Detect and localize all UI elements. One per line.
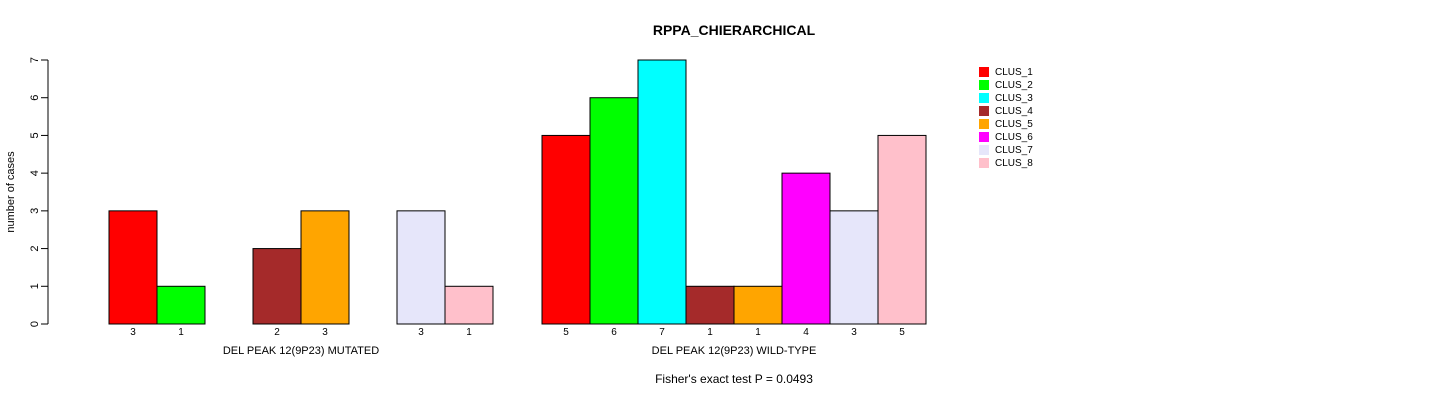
legend-swatch-clus_3	[979, 93, 989, 103]
legend-label-clus_3: CLUS_3	[995, 93, 1033, 104]
bars	[108, 59, 927, 325]
bar-value-label: 6	[611, 327, 617, 338]
bar-group2-clus_7	[829, 210, 879, 325]
legend-swatch-clus_6	[979, 132, 989, 142]
y-axis-tick-label: 0	[29, 321, 41, 327]
bar-value-label: 5	[899, 327, 905, 338]
bar-value-label: 3	[418, 327, 424, 338]
bar-value-label: 1	[466, 327, 472, 338]
group-label-wild-type: DEL PEAK 12(9P23) WILD-TYPE	[652, 345, 817, 357]
bar-value-label: 1	[755, 327, 761, 338]
bar-value-label: 3	[322, 327, 328, 338]
legend-label-clus_4: CLUS_4	[995, 106, 1033, 117]
bar-group2-clus_1	[541, 134, 591, 325]
legend-label-clus_6: CLUS_6	[995, 132, 1033, 143]
y-axis-tick-label: 2	[29, 246, 41, 252]
bar-value-label: 3	[130, 327, 136, 338]
legend-swatch-clus_8	[979, 158, 989, 168]
legend-swatch-clus_4	[979, 106, 989, 116]
bar-value-label: 3	[851, 327, 857, 338]
y-axis-tick-label: 3	[29, 208, 41, 214]
bar-group1-clus_8	[444, 285, 494, 325]
y-axis-tick-label: 7	[29, 57, 41, 63]
bar-group2-clus_5	[733, 285, 783, 325]
bar-value-label: 7	[659, 327, 665, 338]
bar-group2-clus_4	[685, 285, 735, 325]
bar-value-label: 4	[803, 327, 809, 338]
bar-value-label: 5	[563, 327, 569, 338]
fisher-test-text: Fisher's exact test P = 0.0493	[655, 372, 813, 386]
legend: CLUS_1 CLUS_2 CLUS_3 CLUS_4 CLUS_5 CLUS_6 CLUS…	[979, 67, 1033, 169]
legend-label-clus_2: CLUS_2	[995, 80, 1033, 91]
bar-group1-clus_1	[108, 210, 158, 325]
bar-group2-clus_8	[877, 134, 927, 325]
legend-swatch-clus_2	[979, 80, 989, 90]
bar-value-label: 1	[178, 327, 184, 338]
bar-group1-clus_2	[156, 285, 206, 325]
bar-group2-clus_6	[781, 172, 831, 325]
chart-title: RPPA_CHIERARCHICAL	[653, 22, 816, 38]
y-axis-tick-label: 1	[29, 283, 41, 289]
bar-group1-clus_7	[396, 210, 446, 325]
legend-swatch-clus_1	[979, 67, 989, 77]
y-axis-label: number of cases	[5, 151, 17, 233]
legend-label-clus_7: CLUS_7	[995, 145, 1033, 156]
legend-label-clus_8: CLUS_8	[995, 158, 1033, 169]
bar-group2-clus_2	[589, 97, 639, 325]
group-labels: DEL PEAK 12(9P23) MUTATED DEL PEAK 12(9P…	[223, 345, 816, 357]
legend-swatch-clus_7	[979, 145, 989, 155]
group-label-mutated: DEL PEAK 12(9P23) MUTATED	[223, 345, 379, 357]
y-axis-tick-label: 4	[29, 170, 41, 176]
legend-swatch-clus_5	[979, 119, 989, 129]
bar-group2-clus_3	[637, 59, 687, 325]
y-axis-tick-label: 5	[29, 132, 41, 138]
bar-value-label: 2	[274, 327, 280, 338]
y-axis-tick-label: 6	[29, 95, 41, 101]
bar-value-labels: 3 1 2 3 3 1 5 6 7 1 1 4 3 5	[130, 327, 905, 338]
y-axis: 0 1 2 3 4 5 6 7	[29, 57, 49, 327]
legend-label-clus_5: CLUS_5	[995, 119, 1033, 130]
bar-group1-clus_5	[300, 210, 350, 325]
bar-group1-clus_4	[252, 248, 302, 325]
bar-value-label: 1	[707, 327, 713, 338]
legend-label-clus_1: CLUS_1	[995, 67, 1033, 78]
